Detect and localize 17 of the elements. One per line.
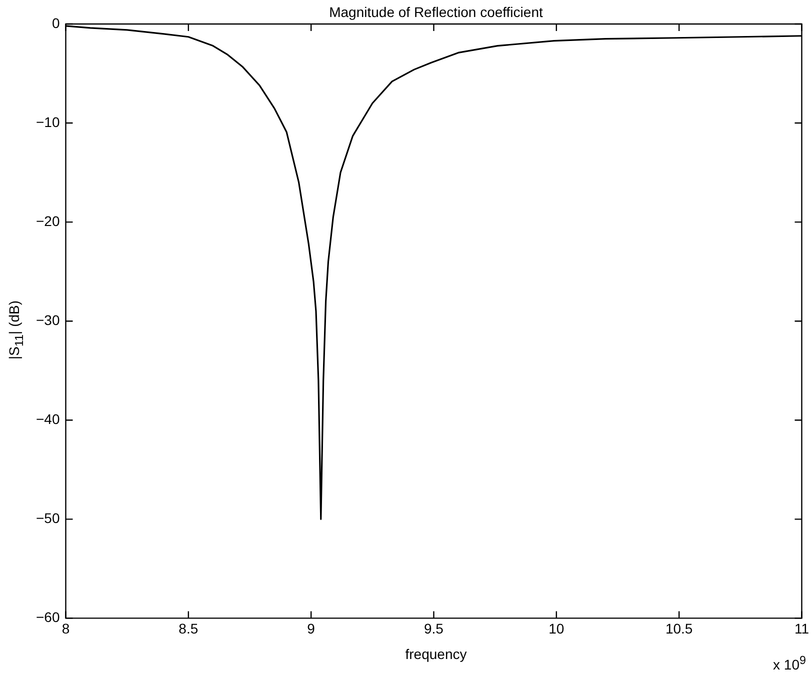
x-tick-label: 9.5: [424, 620, 444, 636]
x-tick-label: 8: [62, 620, 70, 636]
y-tick-label: −50: [36, 510, 60, 526]
y-tick-label: −60: [36, 609, 60, 626]
x-tick-label: 11: [794, 620, 810, 636]
y-tick-label: −10: [36, 114, 60, 130]
x-axis-title: frequency: [405, 646, 467, 662]
x-tick-label: 8.5: [178, 620, 198, 636]
chart-title: Magnitude of Reflection coefficient: [328, 4, 544, 20]
text: x 10$^{9}$: [773, 654, 806, 673]
y-tick-label: 0: [52, 14, 60, 31]
y-tick-label: −40: [36, 410, 60, 427]
y-tick-label: −30: [36, 312, 60, 328]
x-tick-label: 10.5: [665, 620, 693, 636]
x-tick-label: 9: [307, 620, 316, 636]
y-tick-label: −20: [36, 212, 60, 229]
x-tick-label: 10: [548, 620, 564, 636]
